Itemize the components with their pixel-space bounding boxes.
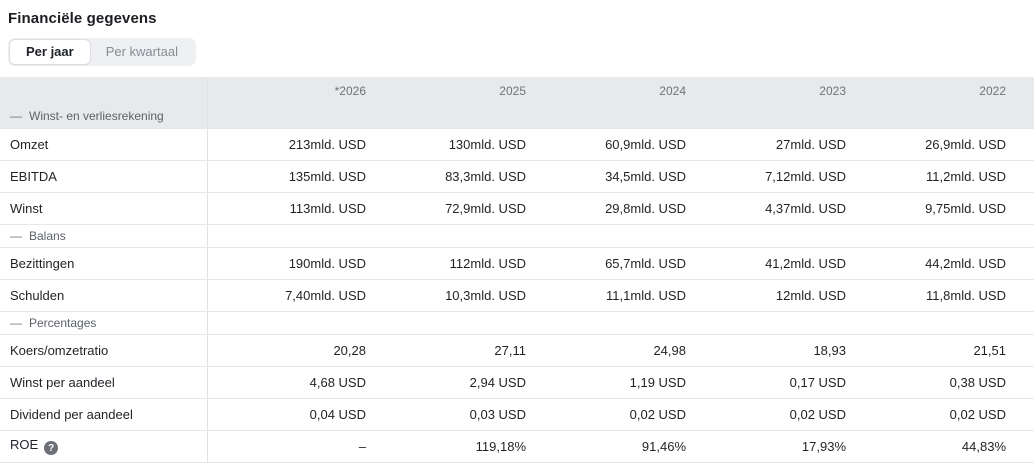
section-label: Balans (29, 228, 66, 243)
column-header-year: 2023 (714, 77, 874, 105)
column-header-year: 2022 (874, 77, 1034, 105)
value-cell: 65,7mld. USD (554, 247, 714, 280)
table-row: Omzet 213mld. USD 130mld. USD 60,9mld. USD 2… (0, 128, 1034, 161)
value-cell: 11,8mld. USD (874, 279, 1034, 312)
table-row: Winst per aandeel 4,68 USD 2,94 USD 1,19 US… (0, 366, 1034, 399)
value-cell: 11,2mld. USD (874, 160, 1034, 193)
section-header-cell[interactable]: — Balans (0, 224, 208, 248)
collapse-icon: — (10, 228, 22, 243)
value-cell: 213mld. USD (207, 128, 394, 161)
value-cell: 83,3mld. USD (394, 160, 554, 193)
value-cell: 112mld. USD (394, 247, 554, 280)
table-row: Bezittingen 190mld. USD 112mld. USD 65,7mld… (0, 247, 1034, 280)
value-cell: 72,9mld. USD (394, 192, 554, 225)
value-cell: 12mld. USD (714, 279, 874, 312)
value-cell: 4,37mld. USD (714, 192, 874, 225)
value-cell: 27,11 (394, 334, 554, 367)
value-cell: 21,51 (874, 334, 1034, 367)
value-cell: 4,68 USD (207, 366, 394, 399)
value-cell: 0,02 USD (554, 398, 714, 431)
section-fill (207, 224, 1034, 248)
financial-table: *2026 2025 2024 2023 2022 — Winst- en verlies… (0, 77, 1034, 463)
section-header-row[interactable]: — Balans (0, 224, 1034, 248)
period-tab-group: Per jaar Per kwartaal (8, 38, 196, 66)
table-row: Dividend per aandeel 0,04 USD 0,03 USD 0,02… (0, 398, 1034, 431)
section-header-row[interactable]: — Winst- en verliesrekening (0, 105, 1034, 129)
value-cell: 20,28 (207, 334, 394, 367)
value-cell: 9,75mld. USD (874, 192, 1034, 225)
value-cell: 44,2mld. USD (874, 247, 1034, 280)
row-label: Winst (0, 192, 208, 225)
value-cell: 0,38 USD (874, 366, 1034, 399)
value-cell: 91,46% (554, 430, 714, 463)
years-header-spacer (0, 77, 208, 105)
value-cell: 18,93 (714, 334, 874, 367)
tab-per-jaar[interactable]: Per jaar (10, 40, 90, 64)
row-label: Dividend per aandeel (0, 398, 208, 431)
value-cell: 135mld. USD (207, 160, 394, 193)
collapse-icon: — (10, 315, 22, 330)
value-cell: 17,93% (714, 430, 874, 463)
value-cell: 34,5mld. USD (554, 160, 714, 193)
table-row: ROE? –119,18% 91,46% 17,93% 44,83% (0, 430, 1034, 463)
row-label: EBITDA (0, 160, 208, 193)
value-cell: 1,19 USD (554, 366, 714, 399)
value-cell: 27mld. USD (714, 128, 874, 161)
years-header-row: *2026 2025 2024 2023 2022 (0, 77, 1034, 105)
column-header-year: 2025 (394, 77, 554, 105)
column-header-year: *2026 (207, 77, 394, 105)
value-cell: 29,8mld. USD (554, 192, 714, 225)
row-label: Omzet (0, 128, 208, 161)
value-cell: 11,1mld. USD (554, 279, 714, 312)
value-cell: 2,94 USD (394, 366, 554, 399)
row-label: ROE? (0, 430, 208, 463)
section-label: Percentages (29, 315, 97, 330)
section-fill (207, 105, 1034, 129)
collapse-icon: — (10, 109, 22, 124)
value-cell: 0,04 USD (207, 398, 394, 431)
tab-per-kwartaal[interactable]: Per kwartaal (105, 44, 178, 59)
column-header-year: 2024 (554, 77, 714, 105)
section-fill (207, 311, 1034, 335)
value-cell: 26,9mld. USD (874, 128, 1034, 161)
table-row: Koers/omzetratio 20,28 27,11 24,98 18,93 21,5… (0, 334, 1034, 367)
row-label: Winst per aandeel (0, 366, 208, 399)
table-row: Schulden 7,40mld. USD 10,3mld. USD 11,1mld.… (0, 279, 1034, 312)
value-cell: 7,40mld. USD (207, 279, 394, 312)
section-header-cell[interactable]: — Percentages (0, 311, 208, 335)
value-cell: 7,12mld. USD (714, 160, 874, 193)
table-row: Winst 113mld. USD 72,9mld. USD 29,8mld. USD… (0, 192, 1034, 225)
help-icon[interactable]: ? (44, 441, 59, 456)
row-label: Koers/omzetratio (0, 334, 208, 367)
value-cell: 0,02 USD (874, 398, 1034, 431)
section-header-cell[interactable]: — Winst- en verliesrekening (0, 105, 208, 129)
value-cell: – (207, 430, 394, 463)
value-cell: 190mld. USD (207, 247, 394, 280)
value-cell: 130mld. USD (394, 128, 554, 161)
value-cell: 0,02 USD (714, 398, 874, 431)
value-cell: 0,17 USD (714, 366, 874, 399)
value-cell: 113mld. USD (207, 192, 394, 225)
value-cell: 10,3mld. USD (394, 279, 554, 312)
table-row: EBITDA 135mld. USD 83,3mld. USD 34,5mld. US… (0, 160, 1034, 193)
row-label: Bezittingen (0, 247, 208, 280)
value-cell: 119,18% (394, 430, 554, 463)
row-label: Schulden (0, 279, 208, 312)
value-cell: 24,98 (554, 334, 714, 367)
value-cell: 0,03 USD (394, 398, 554, 431)
section-header-row[interactable]: — Percentages (0, 311, 1034, 335)
page-title: Financiële gegevens (8, 10, 157, 27)
section-label: Winst- en verliesrekening (29, 109, 164, 124)
value-cell: 41,2mld. USD (714, 247, 874, 280)
value-cell: 44,83% (874, 430, 1034, 463)
value-cell: 60,9mld. USD (554, 128, 714, 161)
